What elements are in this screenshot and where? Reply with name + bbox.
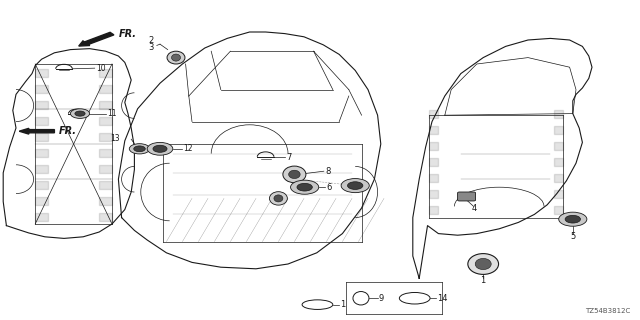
Circle shape — [559, 212, 587, 226]
Circle shape — [291, 180, 319, 194]
Text: 10: 10 — [96, 64, 106, 73]
Circle shape — [297, 183, 312, 191]
Ellipse shape — [468, 253, 499, 274]
FancyBboxPatch shape — [458, 192, 476, 201]
Text: 14: 14 — [437, 294, 447, 303]
Circle shape — [129, 144, 150, 154]
FancyArrow shape — [79, 32, 114, 46]
Text: 1: 1 — [340, 300, 346, 309]
Circle shape — [153, 145, 167, 152]
Circle shape — [75, 111, 85, 116]
Text: 4: 4 — [472, 204, 477, 213]
Ellipse shape — [172, 54, 180, 61]
Text: 2: 2 — [148, 36, 154, 45]
Ellipse shape — [167, 51, 185, 64]
FancyArrow shape — [19, 128, 54, 134]
Text: 11: 11 — [107, 109, 116, 118]
Text: FR.: FR. — [59, 126, 77, 136]
Circle shape — [565, 215, 580, 223]
Text: 12: 12 — [184, 144, 193, 153]
Ellipse shape — [269, 192, 287, 205]
Ellipse shape — [475, 259, 492, 269]
Circle shape — [70, 109, 90, 118]
Ellipse shape — [274, 195, 283, 202]
Text: 5: 5 — [570, 232, 575, 241]
Ellipse shape — [289, 170, 300, 179]
Circle shape — [134, 146, 145, 152]
Text: 1: 1 — [481, 276, 486, 285]
Circle shape — [147, 142, 173, 155]
Text: FR.: FR. — [118, 28, 136, 39]
Text: 3: 3 — [148, 44, 154, 52]
Circle shape — [341, 179, 369, 193]
Circle shape — [348, 182, 363, 189]
Text: TZ54B3812C: TZ54B3812C — [585, 308, 630, 314]
Text: 13: 13 — [111, 134, 120, 143]
Text: 9: 9 — [379, 294, 384, 303]
Ellipse shape — [283, 166, 306, 183]
Text: 6: 6 — [326, 183, 332, 192]
Text: 8: 8 — [325, 167, 330, 176]
Text: 7: 7 — [286, 153, 291, 162]
